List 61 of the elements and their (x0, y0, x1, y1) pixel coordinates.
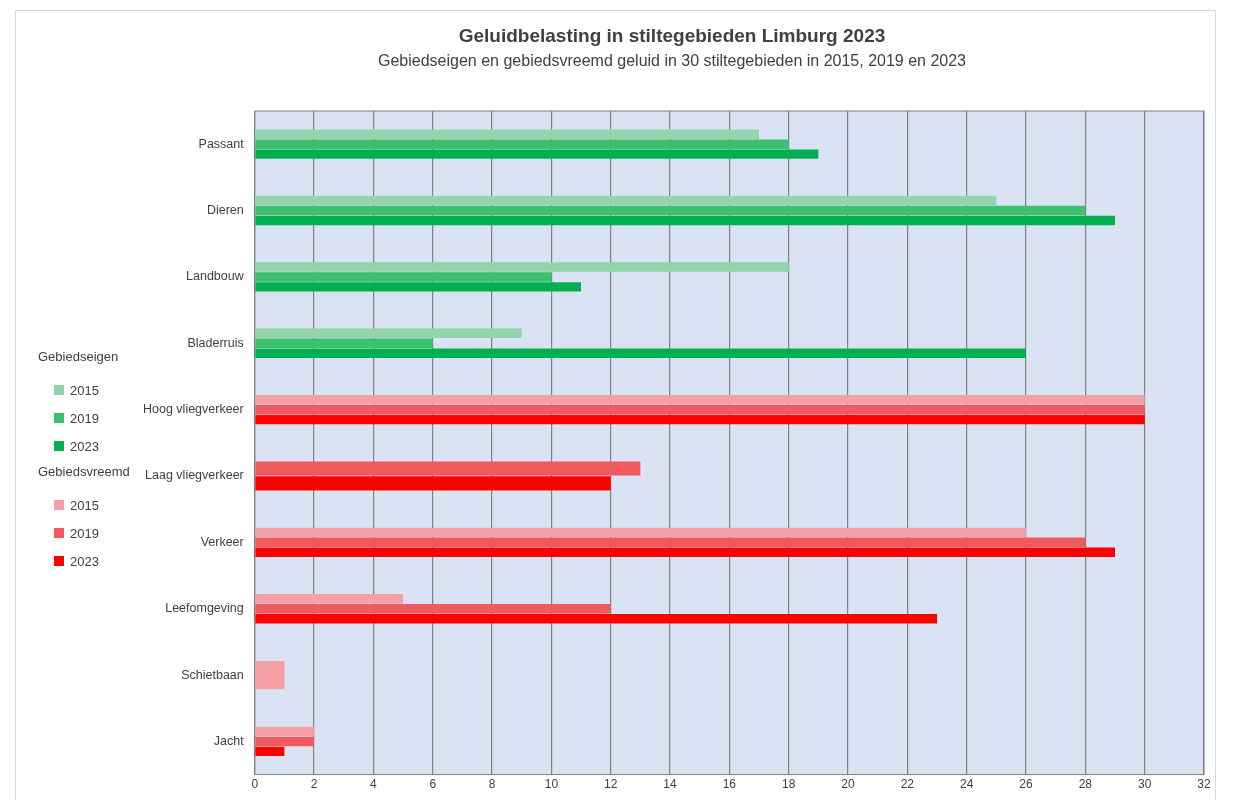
bar (255, 603, 611, 614)
y-tick-label: Hoog vliegverkeer (142, 402, 244, 417)
bar (255, 262, 789, 272)
bar (255, 394, 1145, 405)
x-tick-label: 0 (251, 777, 259, 792)
legend-label: 2019 (70, 525, 99, 541)
bar (255, 613, 938, 624)
y-tick-label: Jacht (213, 733, 245, 748)
y-tick-label: Bladerruis (187, 335, 244, 350)
bar (255, 348, 1027, 358)
legend-label: 2023 (70, 438, 99, 454)
x-tick-label: 14 (663, 777, 678, 792)
bar (255, 215, 1116, 226)
text: Gebiedseigen (38, 349, 120, 364)
bar (255, 272, 552, 282)
bar (255, 547, 1116, 558)
bar (255, 129, 760, 139)
x-tick-label: 30 (1137, 777, 1152, 792)
y-tick-label: Laag vliegverkeer (145, 468, 244, 483)
x-tick-label: 10 (544, 777, 559, 792)
legend-label: 2015 (70, 382, 99, 398)
y-tick-label: Verkeer (200, 534, 244, 549)
y-tick-label: Landbouw (186, 269, 245, 284)
x-tick-label: 18 (782, 777, 796, 792)
x-tick-label: 22 (900, 777, 915, 792)
bar (255, 736, 315, 747)
bar (255, 537, 1086, 548)
x-tick-label: 20 (841, 777, 856, 792)
x-tick-label: 6 (429, 777, 437, 792)
x-tick-label: 8 (488, 777, 496, 792)
chart-title: Geluidbelasting in stiltegebieden Limburg 2023 (458, 24, 886, 46)
x-tick-label: 2 (310, 777, 318, 792)
x-tick-label: 24 (960, 777, 974, 792)
x-tick-label: 28 (1078, 777, 1093, 792)
y-tick-label: Dieren (206, 202, 244, 217)
x-tick-label: 26 (1019, 777, 1034, 792)
legend-label: 2023 (70, 553, 99, 569)
bar (255, 338, 433, 348)
bar (255, 726, 315, 737)
bar (255, 139, 789, 149)
x-tick-label: 16 (722, 777, 737, 792)
bar (255, 195, 997, 206)
y-tick-label: Schietbaan (181, 667, 244, 682)
bar (255, 282, 582, 292)
y-tick-label: Leefomgeving (165, 601, 244, 616)
x-tick-label: 12 (604, 777, 618, 792)
text: Gebiedsvreemd (38, 464, 130, 479)
bar (255, 149, 819, 159)
bar (255, 414, 1145, 425)
legend-label: 2019 (70, 410, 99, 426)
legend-label: 2015 (70, 497, 99, 513)
bar (255, 328, 522, 339)
x-tick-label: 4 (370, 777, 378, 792)
bar (255, 205, 1086, 216)
x-tick-label: 32 (1197, 777, 1211, 792)
chart-subtitle: Gebiedseigen en gebiedsvreemd geluid in 30 stiltegebieden in 2015, 2019 en 2023 (377, 51, 967, 69)
bar (255, 527, 1027, 538)
bar (255, 404, 1145, 415)
bar (255, 746, 285, 757)
y-tick-label: Passant (198, 136, 245, 151)
bar (255, 594, 404, 604)
